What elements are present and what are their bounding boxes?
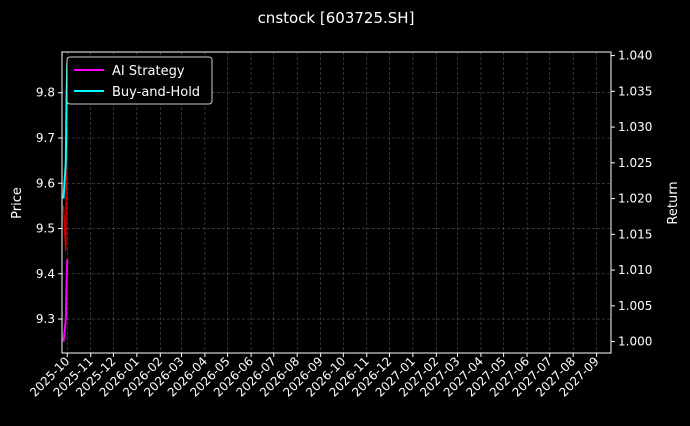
- y-tick-label: 9.3: [36, 312, 55, 326]
- legend-label-ai: AI Strategy: [112, 64, 185, 79]
- price-line: [62, 128, 69, 252]
- y2-tick-label: 1.030: [618, 120, 652, 134]
- y2-tick-label: 1.000: [618, 335, 652, 349]
- chart-title: cnstock [603725.SH]: [258, 9, 415, 27]
- y-tick-label: 9.8: [36, 86, 55, 100]
- y-axis-label: Price: [10, 187, 25, 219]
- y2-tick-label: 1.035: [618, 84, 652, 98]
- legend: AI Strategy Buy-and-Hold: [66, 56, 213, 105]
- y-tick-label: 9.4: [36, 267, 55, 281]
- y-tick-label: 9.6: [36, 176, 55, 190]
- y2-tick-label: 1.025: [618, 156, 652, 170]
- legend-label-bh: Buy-and-Hold: [112, 85, 200, 100]
- y2-tick-label: 1.020: [618, 192, 652, 206]
- y2-tick-label: 1.005: [618, 299, 652, 313]
- y-tick-label: 9.5: [36, 222, 55, 236]
- y2-tick-label: 1.015: [618, 227, 652, 241]
- y-tick-label: 9.7: [36, 131, 55, 145]
- y2-axis-label: Return: [666, 181, 681, 224]
- plot-frame: [61, 51, 612, 354]
- legend-box: [66, 56, 213, 105]
- y2-tick-label: 1.040: [618, 49, 652, 63]
- y2-tick-label: 1.010: [618, 263, 652, 277]
- series-line-ai-strategy: [62, 259, 69, 342]
